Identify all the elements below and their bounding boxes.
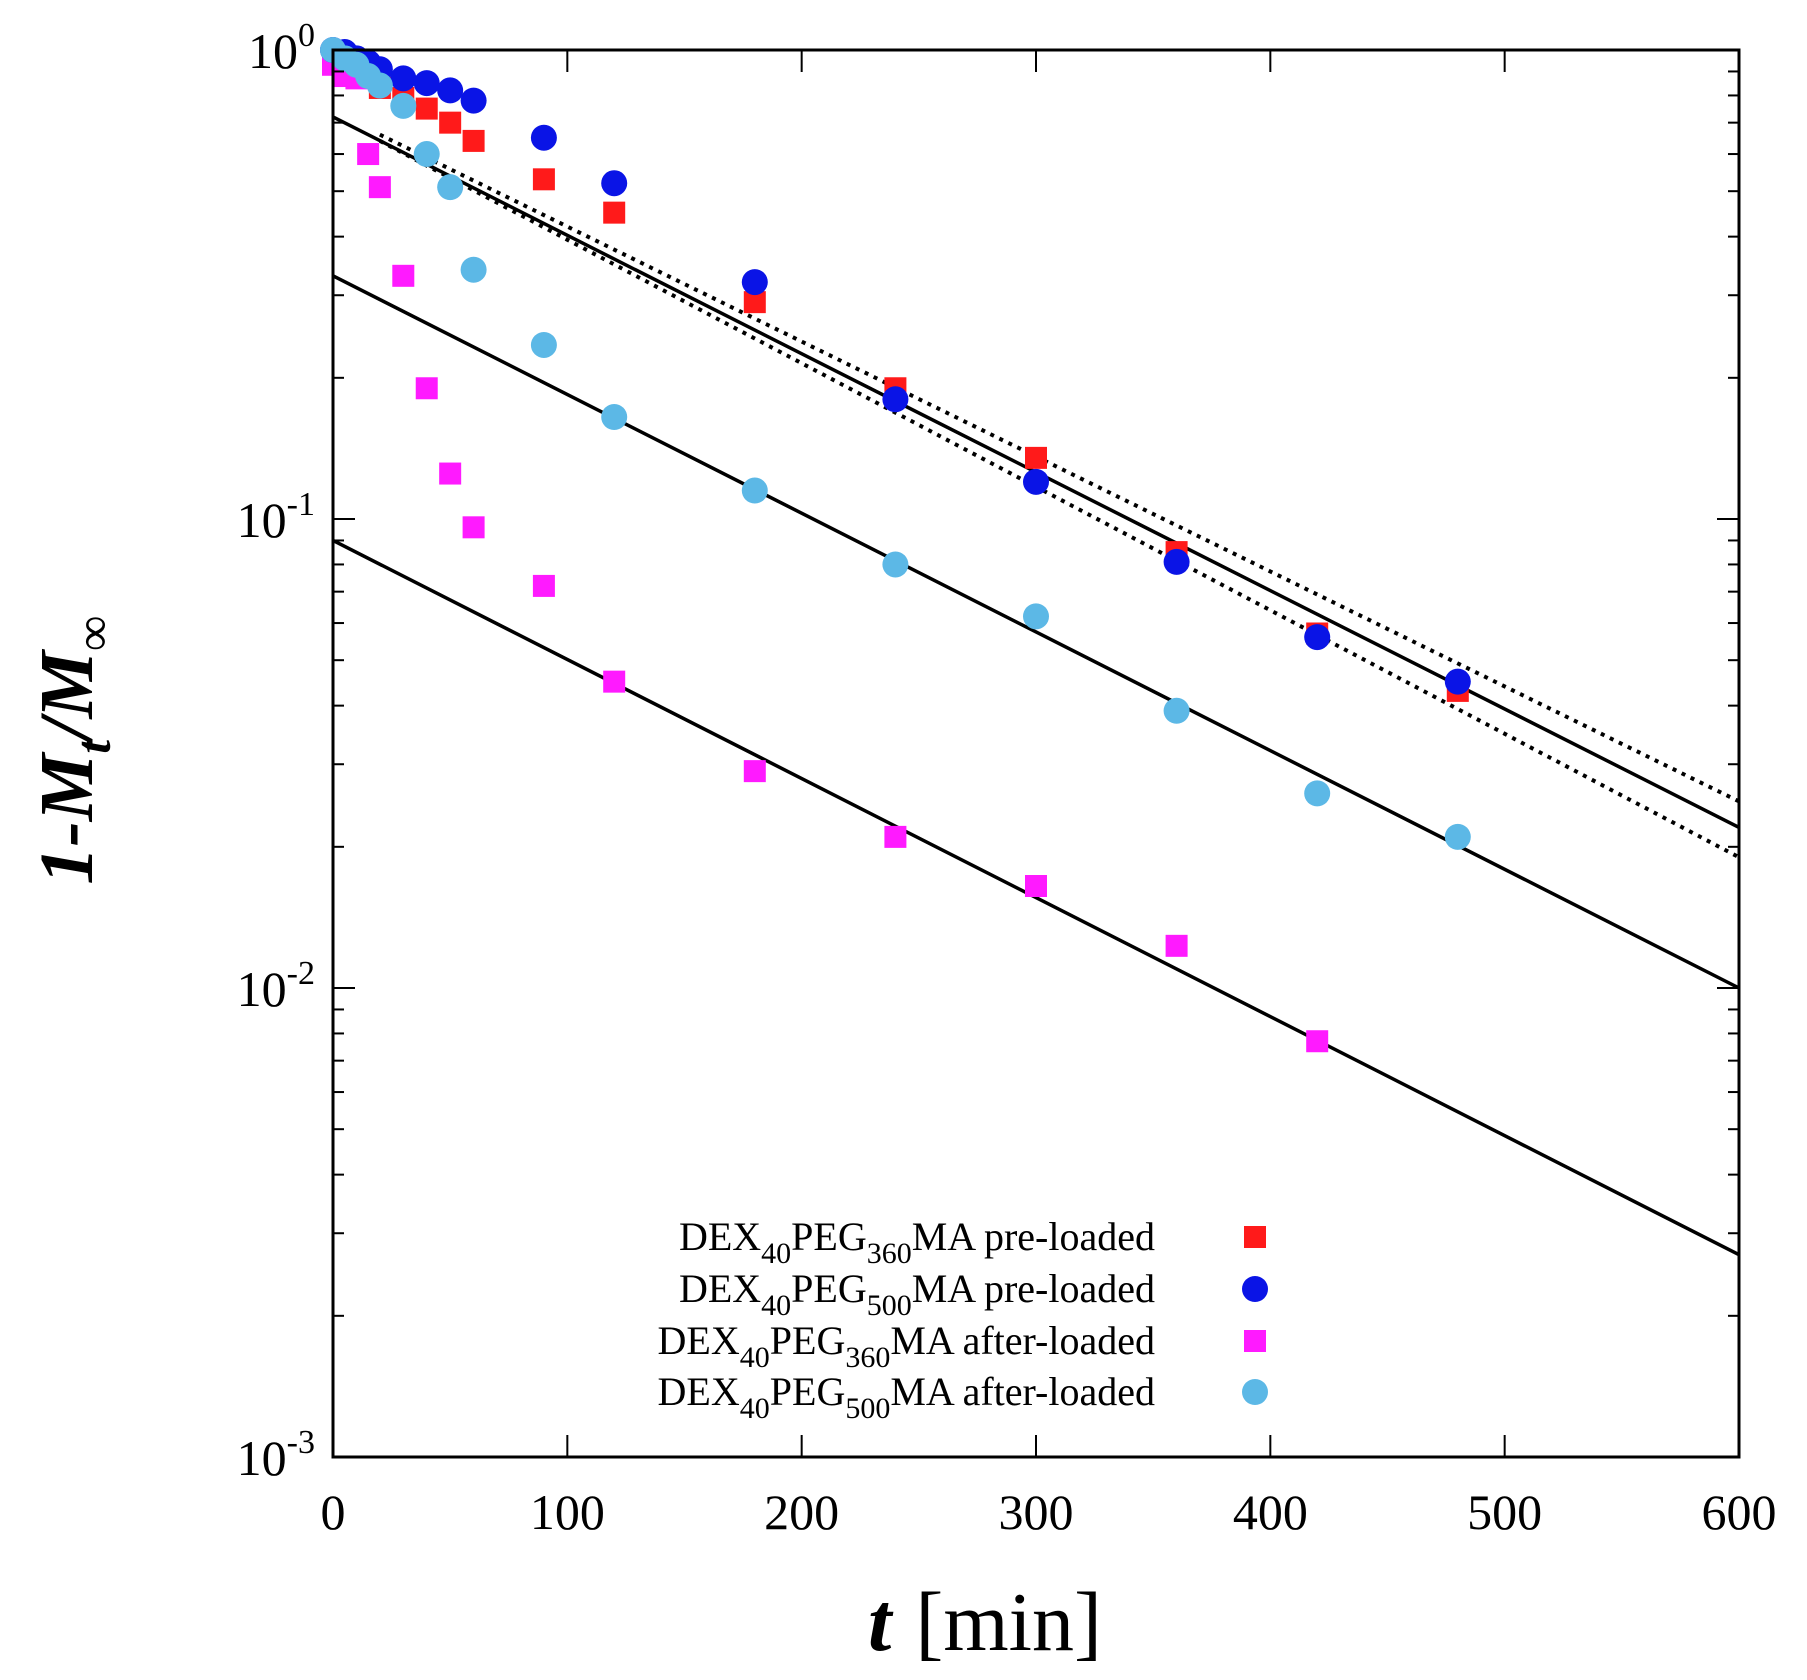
data-point xyxy=(390,65,417,92)
data-point xyxy=(1306,1030,1329,1053)
data-point xyxy=(415,97,438,120)
fit-line-solid xyxy=(332,538,1740,1257)
x-axis-unit: [min] xyxy=(915,1576,1102,1669)
data-point xyxy=(1023,603,1049,630)
x-tick-label: 0 xyxy=(321,1484,346,1540)
fit-line-solid xyxy=(332,274,1740,990)
series-4-points xyxy=(320,37,1471,850)
data-point xyxy=(462,129,485,152)
series-2-points xyxy=(320,37,1471,695)
data-point xyxy=(1163,697,1190,724)
data-point xyxy=(366,72,393,99)
data-point xyxy=(601,170,628,197)
x-tick-labels: 0 100 200 300 400 500 600 xyxy=(321,1484,1777,1540)
legend-label: DEX40PEG360MA after-loaded xyxy=(658,1318,1155,1374)
legend-label: DEX40PEG500MA pre-loaded xyxy=(679,1266,1155,1322)
legend-label: DEX40PEG360MA pre-loaded xyxy=(679,1214,1155,1270)
data-point xyxy=(437,77,464,104)
data-point xyxy=(1025,875,1047,897)
legend-marker xyxy=(1242,1276,1268,1302)
legend-marker xyxy=(1244,1226,1266,1248)
axis-ticks xyxy=(332,49,1740,1458)
data-point xyxy=(884,825,907,848)
y-axis-title: 1-Mt/M∞ xyxy=(25,615,121,884)
data-point xyxy=(460,87,487,114)
data-point xyxy=(437,174,464,201)
x-axis-variable: t xyxy=(868,1576,894,1669)
y-axis-title-lead: 1-M xyxy=(25,751,109,884)
data-point xyxy=(601,404,628,431)
x-tick-label: 600 xyxy=(1702,1484,1777,1540)
x-tick-label: 200 xyxy=(764,1484,839,1540)
data-point xyxy=(1444,668,1471,695)
y-tick-label: 10-2 xyxy=(237,955,315,1017)
data-point xyxy=(415,377,438,400)
data-point xyxy=(882,551,909,578)
data-point xyxy=(390,92,417,119)
legend-marker xyxy=(1244,1330,1266,1352)
data-point xyxy=(413,70,440,97)
y-tick-base: 10 xyxy=(237,961,287,1017)
y-axis-title-sub: t xyxy=(65,738,121,754)
data-point xyxy=(357,143,380,166)
data-point xyxy=(392,264,415,287)
data-point xyxy=(1304,780,1331,807)
data-point xyxy=(741,477,768,504)
y-tick-exponent: -3 xyxy=(287,1424,315,1461)
y-tick-base: 10 xyxy=(237,492,287,548)
y-axis-title-tail: ∞ xyxy=(65,615,121,651)
fit-line-dotted xyxy=(378,139,1740,860)
data-point xyxy=(460,256,487,283)
data-point xyxy=(1165,934,1188,957)
y-tick-exponent: 0 xyxy=(298,17,315,54)
y-tick-base: 10 xyxy=(237,1430,287,1486)
data-point xyxy=(741,269,768,296)
y-tick-exponent: -1 xyxy=(287,486,315,523)
data-point xyxy=(532,574,555,597)
y-tick-base: 10 xyxy=(248,23,298,79)
data-point xyxy=(530,124,557,151)
data-point xyxy=(1023,468,1049,495)
x-axis-title: t [min] xyxy=(868,1576,1102,1669)
y-tick-label: 100 xyxy=(248,17,315,79)
x-tick-label: 400 xyxy=(1233,1484,1308,1540)
y-axis-title-mid: /M xyxy=(25,649,109,745)
x-tick-label: 100 xyxy=(530,1484,605,1540)
fit-lines xyxy=(332,115,1740,1257)
fit-line-dotted xyxy=(378,132,1740,804)
y-tick-exponent: -2 xyxy=(287,955,315,992)
data-point xyxy=(439,462,462,485)
legend-marker xyxy=(1242,1379,1268,1405)
data-point xyxy=(1025,446,1047,469)
data-point xyxy=(368,176,391,199)
data-markers xyxy=(320,37,1471,1053)
data-point xyxy=(882,386,909,413)
data-point xyxy=(603,201,626,224)
data-point xyxy=(1444,823,1471,850)
data-point xyxy=(1304,624,1331,651)
x-tick-label: 500 xyxy=(1467,1484,1542,1540)
data-point xyxy=(743,291,766,314)
data-point xyxy=(1163,548,1190,575)
data-point xyxy=(532,168,555,191)
y-tick-label: 10-1 xyxy=(237,486,315,548)
y-tick-label: 10-3 xyxy=(237,1424,315,1486)
legend-label: DEX40PEG500MA after-loaded xyxy=(658,1369,1155,1425)
data-point xyxy=(462,516,485,539)
data-point xyxy=(603,670,626,693)
data-point xyxy=(413,141,440,168)
data-point xyxy=(743,760,766,783)
data-point xyxy=(439,111,462,134)
x-tick-label: 300 xyxy=(999,1484,1074,1540)
data-point xyxy=(530,331,557,358)
